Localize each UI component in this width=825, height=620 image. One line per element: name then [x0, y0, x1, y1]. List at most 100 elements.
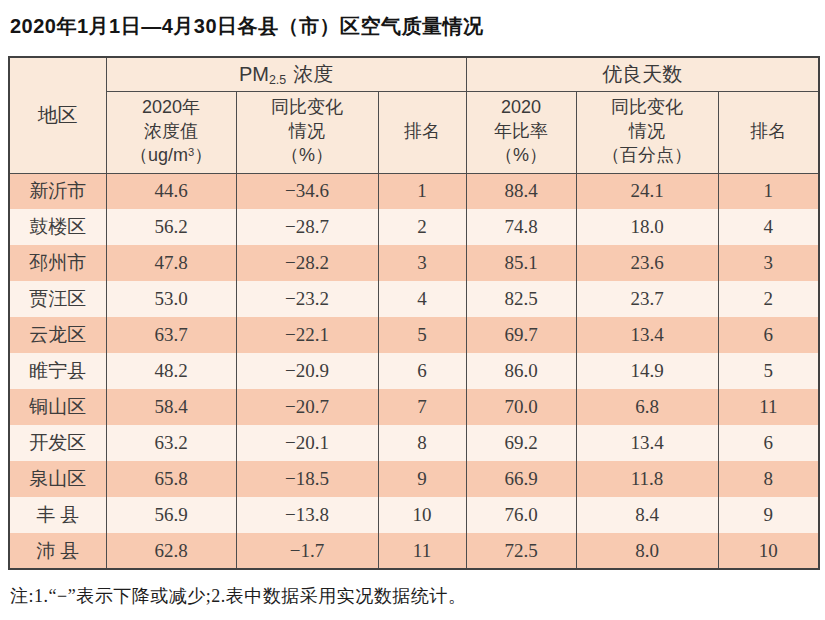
footnote: 注:1.“−”表示下降或减少;2.表中数据采用实况数据统计。	[10, 584, 815, 608]
pm25-value-cell: 47.8	[106, 245, 236, 281]
pm25-value-cell: 65.8	[106, 461, 236, 497]
pm25-subscript: 2.5	[269, 73, 286, 87]
region-cell: 泉山区	[9, 461, 106, 497]
header-line: 同比变化	[577, 96, 718, 120]
table-row: 睢宁县 48.2 −20.9 6 86.0 14.9 5	[9, 353, 819, 389]
good-days-change-cell: 8.4	[576, 497, 718, 533]
table-body: 新沂市 44.6 −34.6 1 88.4 24.1 1 鼓楼区 56.2 −2…	[9, 173, 819, 569]
good-days-ratio-cell: 70.0	[466, 389, 576, 425]
table-row: 丰 县 56.9 −13.8 10 76.0 8.4 9	[9, 497, 819, 533]
page: 2020年1月1日—4月30日各县（市）区空气质量情况 地区 PM2.5浓度 优…	[0, 0, 825, 608]
good-days-ratio-cell: 88.4	[466, 173, 576, 209]
pm25-change-cell: −28.2	[236, 245, 378, 281]
pm25-value-cell: 53.0	[106, 281, 236, 317]
header-line: 年比率	[467, 120, 576, 144]
group-header-row: 地区 PM2.5浓度 优良天数	[9, 57, 819, 91]
table-header: 地区 PM2.5浓度 优良天数 2020年 浓度值 （ug/m3） 同比变化 情…	[9, 57, 819, 173]
pm25-value-cell: 56.2	[106, 209, 236, 245]
table-row: 鼓楼区 56.2 −28.7 2 74.8 18.0 4	[9, 209, 819, 245]
table-row: 邳州市 47.8 −28.2 3 85.1 23.6 3	[9, 245, 819, 281]
good-days-ratio-cell: 86.0	[466, 353, 576, 389]
pm25-value-cell: 63.7	[106, 317, 236, 353]
good-days-change-cell: 23.7	[576, 281, 718, 317]
pm25-change-cell: −22.1	[236, 317, 378, 353]
good-days-ratio-cell: 72.5	[466, 533, 576, 569]
table-row: 泉山区 65.8 −18.5 9 66.9 11.8 8	[9, 461, 819, 497]
header-line: （%）	[237, 144, 378, 168]
col-header-pm25-change: 同比变化 情况 （%）	[236, 91, 378, 173]
table-row: 贾汪区 53.0 −23.2 4 82.5 23.7 2	[9, 281, 819, 317]
header-line: （%）	[467, 144, 576, 168]
good-days-change-cell: 23.6	[576, 245, 718, 281]
col-header-pm25-rank: 排名	[378, 91, 466, 173]
good-days-rank-cell: 5	[718, 353, 819, 389]
pm25-change-cell: −20.7	[236, 389, 378, 425]
pm25-change-cell: −18.5	[236, 461, 378, 497]
pm25-change-cell: −28.7	[236, 209, 378, 245]
good-days-rank-cell: 9	[718, 497, 819, 533]
header-line: 2020年	[107, 96, 236, 120]
col-header-good-rank: 排名	[718, 91, 819, 173]
col-header-good-change: 同比变化 情况 （百分点）	[576, 91, 718, 173]
pm25-rank-cell: 3	[378, 245, 466, 281]
pm25-prefix: PM	[239, 63, 269, 85]
pm25-rank-cell: 7	[378, 389, 466, 425]
col-header-pm25-value: 2020年 浓度值 （ug/m3）	[106, 91, 236, 173]
pm25-rank-cell: 11	[378, 533, 466, 569]
table-row: 新沂市 44.6 −34.6 1 88.4 24.1 1	[9, 173, 819, 209]
good-days-change-cell: 13.4	[576, 317, 718, 353]
good-days-ratio-cell: 76.0	[466, 497, 576, 533]
good-days-change-cell: 18.0	[576, 209, 718, 245]
good-days-change-cell: 11.8	[576, 461, 718, 497]
header-line: 2020	[467, 96, 576, 120]
region-cell: 新沂市	[9, 173, 106, 209]
region-cell: 贾汪区	[9, 281, 106, 317]
pm25-change-cell: −20.1	[236, 425, 378, 461]
pm25-rank-cell: 2	[378, 209, 466, 245]
pm25-rank-cell: 1	[378, 173, 466, 209]
pm25-value-cell: 58.4	[106, 389, 236, 425]
pm25-change-cell: −13.8	[236, 497, 378, 533]
page-title: 2020年1月1日—4月30日各县（市）区空气质量情况	[10, 13, 815, 40]
pm25-rank-cell: 8	[378, 425, 466, 461]
unit-prefix: （ug/m	[130, 145, 188, 165]
pm25-change-cell: −20.9	[236, 353, 378, 389]
pm25-change-cell: −1.7	[236, 533, 378, 569]
header-line: 浓度值	[107, 120, 236, 144]
region-cell: 铜山区	[9, 389, 106, 425]
pm25-value-cell: 44.6	[106, 173, 236, 209]
good-days-change-cell: 24.1	[576, 173, 718, 209]
good-days-rank-cell: 11	[718, 389, 819, 425]
good-days-rank-cell: 1	[718, 173, 819, 209]
group-header-pm25: PM2.5 浓度	[106, 57, 466, 91]
region-cell: 沛 县	[9, 533, 106, 569]
unit-close: ）	[194, 145, 212, 165]
pm25-change-cell: −34.6	[236, 173, 378, 209]
good-days-change-cell: 14.9	[576, 353, 718, 389]
pm25-rank-cell: 6	[378, 353, 466, 389]
pm25-value-cell: 48.2	[106, 353, 236, 389]
pm25-rank-cell: 4	[378, 281, 466, 317]
region-cell: 开发区	[9, 425, 106, 461]
region-cell: 丰 县	[9, 497, 106, 533]
table-row: 云龙区 63.7 −22.1 5 69.7 13.4 6	[9, 317, 819, 353]
pm25-value-cell: 63.2	[106, 425, 236, 461]
table-row: 铜山区 58.4 −20.7 7 70.0 6.8 11	[9, 389, 819, 425]
good-days-ratio-cell: 74.8	[466, 209, 576, 245]
pm25-rank-cell: 10	[378, 497, 466, 533]
good-days-ratio-cell: 69.2	[466, 425, 576, 461]
good-days-change-cell: 13.4	[576, 425, 718, 461]
col-header-region: 地区	[9, 57, 106, 173]
good-days-rank-cell: 2	[718, 281, 819, 317]
good-days-rank-cell: 10	[718, 533, 819, 569]
pm25-change-cell: −23.2	[236, 281, 378, 317]
pm25-suffix: 浓度	[293, 63, 333, 85]
good-days-rank-cell: 6	[718, 317, 819, 353]
header-line-unit: （ug/m3）	[107, 144, 236, 168]
pm25-value-cell: 56.9	[106, 497, 236, 533]
table-row: 开发区 63.2 −20.1 8 69.2 13.4 6	[9, 425, 819, 461]
pm25-rank-cell: 9	[378, 461, 466, 497]
header-line: （百分点）	[577, 144, 718, 168]
air-quality-table: 地区 PM2.5浓度 优良天数 2020年 浓度值 （ug/m3） 同比变化 情…	[8, 56, 820, 570]
good-days-ratio-cell: 82.5	[466, 281, 576, 317]
